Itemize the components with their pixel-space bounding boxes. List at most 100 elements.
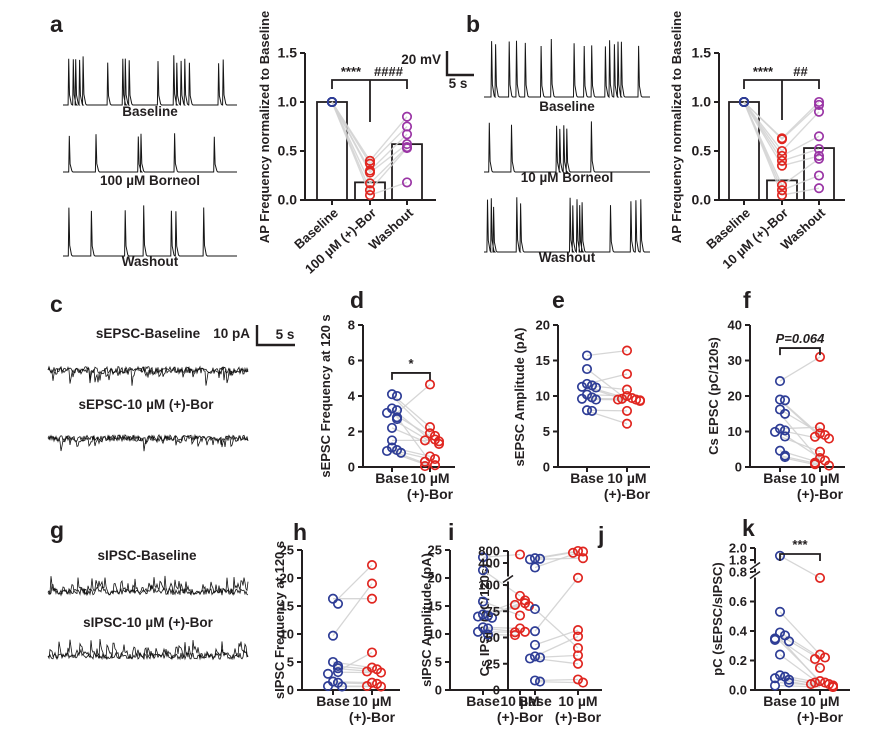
pair-line bbox=[534, 608, 579, 649]
data-point bbox=[813, 143, 825, 155]
data-point bbox=[534, 553, 546, 564]
data-point bbox=[814, 572, 826, 583]
panel-a-traces bbox=[63, 55, 237, 257]
pair-line bbox=[586, 384, 628, 391]
y-tick-label: 2 bbox=[348, 424, 355, 439]
panel-b-trace3-label: Washout bbox=[539, 250, 596, 265]
data-point bbox=[524, 653, 536, 664]
data-point bbox=[433, 438, 445, 449]
trace-path bbox=[63, 205, 237, 257]
data-point bbox=[401, 143, 413, 154]
sig-label: P=0.064 bbox=[776, 331, 826, 346]
data-point bbox=[779, 431, 791, 442]
data-point bbox=[577, 546, 589, 557]
data-point bbox=[783, 674, 795, 685]
pair-line bbox=[779, 454, 821, 465]
x-tick-label: Base bbox=[763, 470, 797, 486]
data-point bbox=[572, 658, 584, 669]
pair-line bbox=[779, 640, 821, 682]
data-point bbox=[809, 653, 821, 665]
data-point bbox=[391, 390, 403, 402]
pair-line bbox=[391, 395, 431, 434]
panel-b-trace1-label: Baseline bbox=[539, 99, 595, 114]
data-point bbox=[776, 134, 788, 145]
pair-line bbox=[534, 577, 579, 632]
y-tick-label: 1.5 bbox=[692, 45, 712, 61]
data-point bbox=[395, 447, 407, 458]
y-tick-label: 0.0 bbox=[278, 192, 298, 208]
trace-path bbox=[484, 197, 650, 254]
data-point bbox=[634, 395, 646, 407]
y-tick-label: 20 bbox=[280, 571, 294, 586]
panel-b-trace2-label: 10 µM Borneol bbox=[521, 170, 614, 185]
data-point bbox=[774, 394, 786, 405]
chart-i-y-axis-title: sIPSC Amplitude (pA) bbox=[419, 553, 434, 687]
trace-path bbox=[47, 365, 249, 386]
data-point bbox=[332, 663, 344, 674]
data-point bbox=[576, 381, 588, 392]
data-point bbox=[621, 384, 633, 395]
data-point bbox=[366, 647, 378, 658]
y-tick-label: 1.0 bbox=[278, 94, 298, 110]
data-point bbox=[386, 435, 398, 446]
pair-line bbox=[391, 452, 431, 467]
chart-j-y-axis-title: Cs IPSC (pC/120s) bbox=[477, 564, 492, 677]
panel-k-letter: k bbox=[742, 515, 755, 541]
data-point bbox=[401, 111, 413, 122]
data-point bbox=[326, 96, 338, 108]
data-point bbox=[332, 598, 344, 609]
data-point bbox=[774, 670, 786, 681]
data-point bbox=[774, 627, 786, 638]
data-point bbox=[621, 418, 633, 429]
data-point bbox=[814, 662, 826, 673]
sig-label: * bbox=[408, 356, 414, 371]
pair-line bbox=[779, 611, 821, 656]
data-point bbox=[776, 185, 788, 196]
panel-c-letter: c bbox=[50, 291, 63, 317]
x-tick-label: 10 µM bbox=[558, 693, 597, 709]
data-point bbox=[375, 681, 387, 692]
pair-line bbox=[779, 399, 821, 438]
scalebar-current-label: 10 pA bbox=[213, 326, 250, 341]
pair-line bbox=[779, 356, 821, 382]
pair-line bbox=[779, 408, 821, 434]
y-tick-label: 10 bbox=[536, 389, 550, 404]
data-point bbox=[814, 676, 826, 687]
x-tick-label: Base bbox=[570, 470, 604, 486]
data-point bbox=[621, 390, 633, 402]
y-tick-label: 30 bbox=[728, 353, 742, 368]
chart-k: 0.0 0.2 0.4 0.6 0.81.82.0 *** Base 10 µM(+)-Bor bbox=[729, 537, 850, 725]
pair-line bbox=[332, 665, 373, 670]
y-tick-label: 25 bbox=[428, 543, 442, 558]
axis-break bbox=[502, 574, 514, 584]
y-tick-label: 0 bbox=[735, 460, 742, 475]
x-tick-label: (+)-Bor bbox=[407, 486, 454, 502]
axis-break bbox=[749, 561, 761, 571]
data-point bbox=[529, 562, 541, 573]
x-tick-label: (+)-Bor bbox=[555, 709, 602, 725]
panel-g-trace1-label: sIPSC-Baseline bbox=[97, 548, 197, 563]
data-point bbox=[401, 177, 413, 188]
y-tick-label: 0.0 bbox=[729, 683, 747, 698]
pair-line bbox=[779, 456, 821, 467]
data-point bbox=[774, 649, 786, 660]
data-point bbox=[364, 155, 376, 166]
y-tick-label: 20 bbox=[728, 389, 742, 404]
data-point bbox=[529, 626, 541, 637]
data-point bbox=[534, 676, 546, 687]
data-point bbox=[381, 407, 393, 418]
data-point bbox=[364, 167, 376, 178]
panel-d-letter: d bbox=[350, 287, 364, 313]
data-point bbox=[823, 460, 835, 471]
data-point bbox=[401, 129, 413, 140]
data-point bbox=[529, 675, 541, 686]
data-point bbox=[361, 666, 373, 677]
x-tick-label: Base bbox=[466, 693, 500, 709]
x-tick-label: (+)-Bor bbox=[497, 709, 544, 725]
y-tick-label: 25 bbox=[486, 656, 500, 671]
data-point bbox=[577, 553, 589, 564]
data-point bbox=[813, 96, 825, 108]
